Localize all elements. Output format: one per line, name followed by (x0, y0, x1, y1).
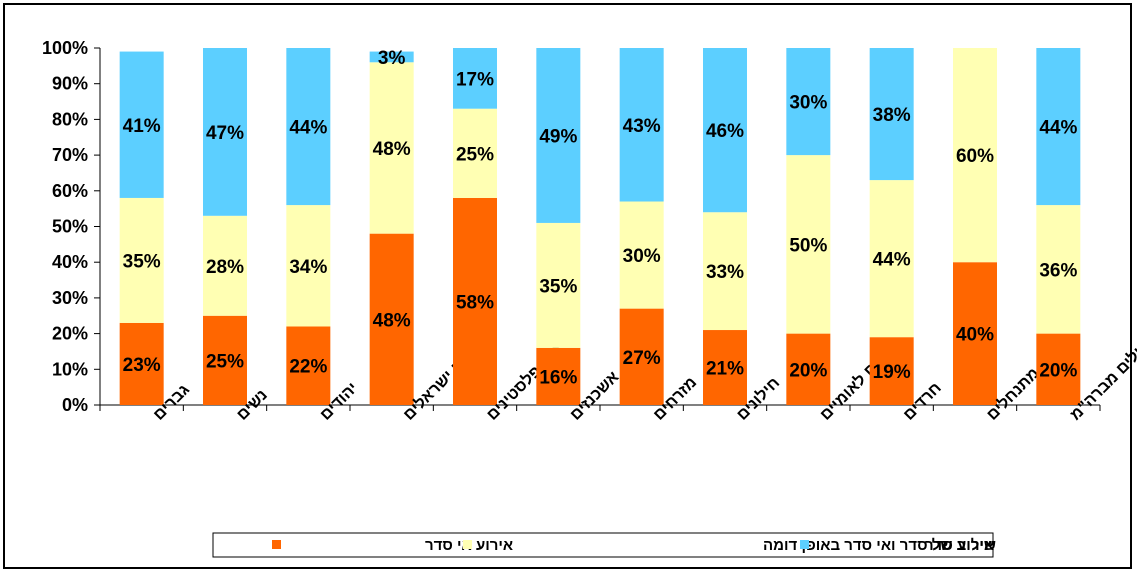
data-label: 20% (1039, 360, 1077, 381)
bar-segment (619, 201, 664, 309)
data-label: 46% (706, 121, 744, 142)
data-label: 50% (789, 235, 827, 256)
bar-segment (619, 308, 664, 405)
bar-segment (286, 326, 331, 405)
legend-label: שילוב של סדר ואי סדר באופן דומה (763, 537, 996, 554)
y-tick-label: 20% (52, 324, 88, 344)
y-tick-label: 80% (52, 109, 88, 129)
bar-segment (286, 48, 331, 206)
bar-segment (869, 180, 914, 338)
data-label: 36% (1039, 260, 1077, 281)
data-label: 17% (456, 69, 494, 90)
data-label: 43% (623, 116, 661, 137)
bar-segment (953, 48, 997, 263)
data-label: 60% (956, 146, 994, 167)
data-label: 30% (789, 93, 827, 114)
data-label: 27% (623, 348, 661, 369)
bar-segment (786, 333, 831, 405)
bar-segment (1036, 48, 1081, 206)
legend-swatch (800, 540, 809, 549)
bar-segment (536, 48, 581, 223)
y-tick-label: 50% (52, 217, 88, 237)
y-tick-label: 30% (52, 288, 88, 308)
legend (212, 532, 994, 558)
y-tick-label: 10% (52, 359, 88, 379)
data-label: 47% (206, 123, 244, 144)
bar-segment (703, 330, 747, 405)
data-label: 48% (373, 310, 411, 331)
legend-swatch (463, 540, 472, 549)
y-tick-label: 100% (42, 38, 88, 58)
data-label: 19% (873, 362, 911, 383)
bar-segment (786, 155, 831, 334)
data-label: 25% (456, 144, 494, 165)
bar-segment (453, 197, 497, 405)
data-label: 25% (206, 351, 244, 372)
data-label: 40% (956, 325, 994, 346)
data-label: 34% (289, 257, 327, 278)
data-label: 23% (123, 355, 161, 376)
legend-swatch (272, 540, 281, 549)
bar-segment (119, 197, 164, 323)
bar-segment (536, 347, 581, 405)
y-tick-label: 40% (52, 252, 88, 272)
data-label: 30% (623, 246, 661, 267)
data-label: 41% (123, 116, 161, 137)
data-label: 20% (789, 360, 827, 381)
data-label: 49% (539, 126, 577, 147)
bar-segment (703, 212, 747, 331)
y-tick-label: 60% (52, 181, 88, 201)
bar-segment (869, 337, 914, 405)
y-tick-label: 70% (52, 145, 88, 165)
data-label: 48% (373, 139, 411, 160)
data-label: 3% (378, 48, 406, 69)
bar-segment (119, 51, 164, 198)
bar-segment (953, 262, 997, 405)
bar-segment (369, 51, 414, 63)
data-label: 58% (456, 292, 494, 313)
bar-segment (369, 62, 414, 234)
data-label: 44% (289, 118, 327, 139)
data-label: 16% (539, 367, 577, 388)
bar-segment (703, 48, 747, 213)
data-label: 38% (873, 105, 911, 126)
data-label: 35% (539, 276, 577, 297)
data-label: 21% (706, 359, 744, 380)
data-label: 28% (206, 257, 244, 278)
bar-segment (203, 215, 247, 316)
y-tick-label: 90% (52, 74, 88, 94)
bar-segment (369, 233, 414, 405)
bar-segment (203, 315, 247, 405)
data-label: 35% (123, 251, 161, 272)
data-label: 33% (706, 262, 744, 283)
bar-segment (203, 48, 247, 216)
bar-segment (119, 322, 164, 405)
y-tick-label: 0% (62, 395, 88, 415)
bar-segment (786, 48, 831, 156)
bar-segment (453, 48, 497, 109)
data-label: 22% (289, 357, 327, 378)
bar-segment (869, 48, 914, 181)
bar-segment (286, 205, 331, 327)
legend-label: אירוע סדר (925, 537, 994, 554)
data-label: 44% (873, 250, 911, 271)
bar-segment (1036, 333, 1081, 405)
bar-segment (453, 108, 497, 198)
bar-segment (536, 222, 581, 348)
data-label: 44% (1039, 118, 1077, 139)
bar-segment (1036, 205, 1081, 334)
bar-segment (619, 48, 664, 202)
